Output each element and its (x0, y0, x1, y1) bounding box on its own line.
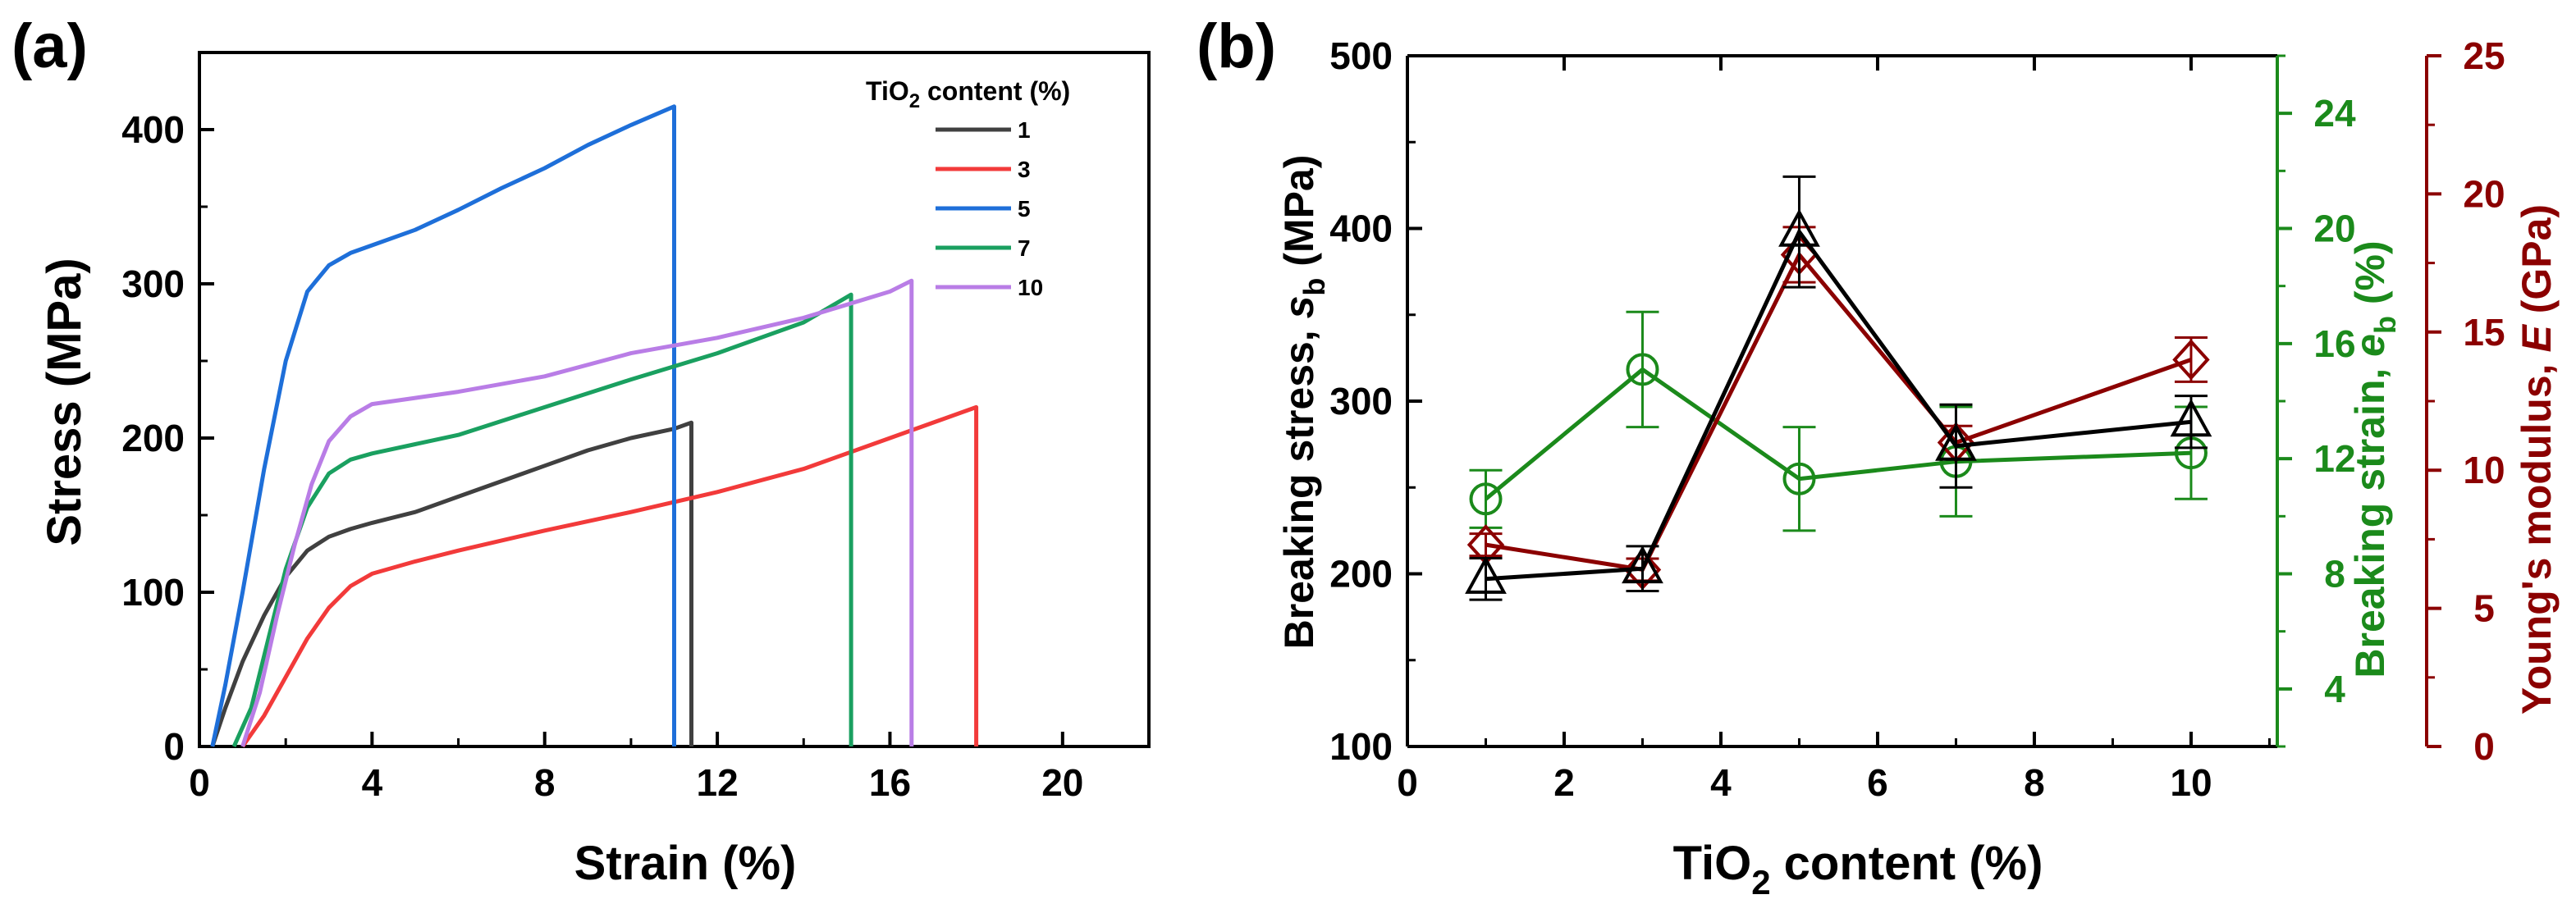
legend-label-10: 10 (1018, 275, 1043, 300)
panel-b-x-axis-title: TiO2 content (%) (1673, 837, 2043, 902)
legend-label-1: 1 (1018, 117, 1031, 143)
y-tick-label: 200 (121, 417, 185, 459)
x-tick-label: 12 (697, 761, 739, 804)
x-tick-label: 8 (534, 761, 556, 804)
y-tick-label: 300 (121, 262, 185, 305)
middle-y-tick-label: 16 (2313, 322, 2355, 365)
panel-a-x-axis-title: Strain (%) (574, 837, 797, 890)
y-tick-label: 400 (121, 108, 185, 151)
circle-marker (1469, 482, 1503, 516)
x-tick-label: 0 (189, 761, 210, 804)
legend-label-5: 5 (1018, 196, 1031, 221)
triangle-marker (1778, 208, 1820, 247)
middle-y-tick-label: 20 (2313, 208, 2355, 250)
circle-marker (1626, 353, 1659, 386)
panel-b-left-y-axis-title: Breaking stress, sb (MPa) (1276, 155, 1331, 650)
panel-b-axes: 0 2 4 6 8 10100200300400500481216202405101520… (1329, 34, 2505, 804)
legend-label-3: 3 (1018, 157, 1031, 182)
right-y-tick-label: 10 (2463, 449, 2505, 491)
right-y-tick-label: 15 (2463, 311, 2505, 354)
panel-b-middle-y-axis-title: Breaking strain, eb (%) (2347, 240, 2402, 678)
x-tick-label: 4 (1710, 761, 1732, 804)
x-tick-label: 20 (1041, 761, 1083, 804)
x-tick-label: 8 (2024, 761, 2045, 804)
right-y-tick-label: 0 (2473, 725, 2495, 768)
circle-marker (1782, 462, 1816, 495)
x-tick-label: 0 (1397, 761, 1418, 804)
triangle-marker (2170, 399, 2212, 437)
legend-entries: 1 3 5 7 10 (936, 117, 1043, 300)
x-tick-label: 4 (362, 761, 383, 804)
legend-title: TiO2 content (%) (866, 76, 1070, 112)
middle-y-tick-label: 4 (2324, 668, 2345, 710)
panel-a-series (210, 104, 979, 748)
series-line-1 (210, 420, 693, 747)
right-y-tick-label: 25 (2463, 34, 2505, 77)
panel-b: (b) 0 2 4 6 8 1010020030040050048121620240510… (1196, 11, 2560, 902)
panel-b-label: (b) (1196, 11, 1276, 81)
middle-y-tick-label: 12 (2313, 437, 2355, 480)
triangle-marker (1622, 546, 1663, 584)
panel-a-label: (a) (11, 11, 88, 81)
series-line-5 (210, 104, 676, 747)
legend-label-7: 7 (1018, 235, 1031, 261)
left-y-tick-label: 400 (1329, 208, 1393, 250)
middle-y-tick-label: 8 (2324, 553, 2345, 596)
series-line-3 (240, 404, 979, 748)
right-y-tick-label: 20 (2463, 172, 2505, 215)
left-y-tick-label: 200 (1329, 553, 1393, 596)
triangle-marker (1935, 422, 1977, 461)
right-y-tick-label: 5 (2473, 587, 2495, 630)
x-tick-label: 2 (1553, 761, 1575, 804)
middle-y-tick-label: 24 (2313, 92, 2356, 135)
left-y-tick-label: 100 (1329, 725, 1393, 768)
panel-a-legend: TiO2 content (%) 1 3 5 7 10 (866, 76, 1070, 300)
left-y-tick-label: 500 (1329, 34, 1393, 77)
left-series-line (1485, 227, 2192, 582)
panel-b-right-y-axis-title: Young's modulus, E (GPa) (2514, 204, 2560, 714)
x-tick-label: 10 (2170, 761, 2212, 804)
x-tick-label: 16 (869, 761, 911, 804)
diamond-marker (2172, 339, 2210, 381)
y-tick-label: 0 (163, 725, 185, 768)
panel-a-y-axis-title: Stress (MPa) (38, 258, 91, 546)
panel-b-series (1465, 175, 2212, 601)
y-tick-label: 100 (121, 571, 185, 614)
x-tick-label: 6 (1867, 761, 1888, 804)
left-y-tick-label: 300 (1329, 380, 1393, 422)
series-line-10 (240, 278, 914, 747)
triangle-marker (1465, 555, 1507, 594)
series-line-7 (231, 292, 853, 748)
